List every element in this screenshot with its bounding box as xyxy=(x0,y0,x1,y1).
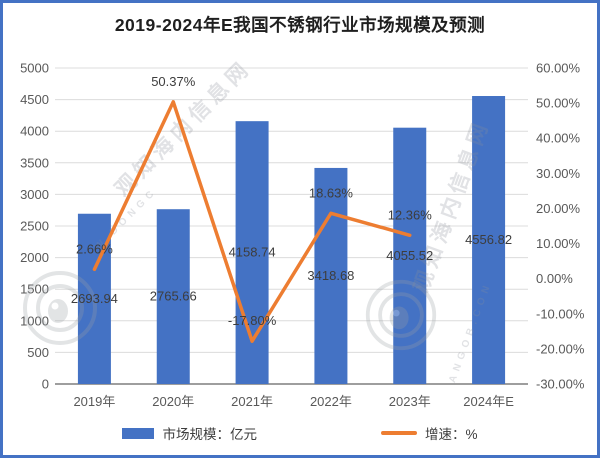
y2-axis-tick-label: 50.00% xyxy=(536,96,581,111)
y2-axis-tick-label: -30.00% xyxy=(536,377,585,392)
growth-value-label: 2.66% xyxy=(76,241,113,256)
x-axis-tick-label: 2020年 xyxy=(152,394,194,409)
watermark-logo xyxy=(23,271,97,345)
legend-line-label: 增速：% xyxy=(424,427,478,442)
bar xyxy=(314,167,348,384)
y-axis-tick-label: 1500 xyxy=(20,282,49,297)
bar xyxy=(472,96,506,385)
growth-value-label: 12.36% xyxy=(388,207,433,222)
y2-axis-tick-label: 40.00% xyxy=(536,131,581,146)
y-axis-tick-label: 4000 xyxy=(20,124,49,139)
growth-line xyxy=(92,100,412,343)
x-axis-tick-label: 2022年 xyxy=(310,394,352,409)
y2-axis-tick-label: 10.00% xyxy=(536,236,581,251)
bar-value-label: 2693.94 xyxy=(71,291,118,306)
legend-bar-swatch xyxy=(122,427,155,439)
x-axis-tick-label: 2021年 xyxy=(231,394,273,409)
y-axis-tick-label: 3000 xyxy=(20,187,49,202)
chart-canvas: 0 500 1000 1500 2000 2500 3000 3500 4000 4500 5000… xyxy=(20,55,585,409)
x-axis-tick-label: 2023年 xyxy=(389,394,431,409)
x-axis-tick-label: 2024年E xyxy=(463,394,514,409)
y-axis-tick-label: 2500 xyxy=(20,219,49,234)
y2-axis-tick-label: 60.00% xyxy=(536,61,581,76)
y2-axis-tick-label: 0.00% xyxy=(536,271,573,286)
legend: 市场规模：亿元 增速：% xyxy=(3,423,597,443)
y-axis-tick-label: 3500 xyxy=(20,155,49,170)
bar xyxy=(393,127,427,385)
bar-value-label: 4158.74 xyxy=(229,245,276,260)
legend-bar-label: 市场规模：亿元 xyxy=(162,427,257,442)
y2-axis-tick-label: 30.00% xyxy=(536,166,581,181)
bar-value-label: 2765.66 xyxy=(150,289,197,304)
y-axis-tick-label: 1000 xyxy=(20,313,49,328)
legend-item-market-size: 市场规模：亿元 xyxy=(122,423,257,443)
y2-axis-tick-label: -20.00% xyxy=(536,341,585,356)
bar-value-label: 4556.82 xyxy=(465,232,512,247)
legend-item-growth: 增速：% xyxy=(380,423,478,443)
y-axis-tick-label: 500 xyxy=(27,345,49,360)
y-axis-tick-label: 4500 xyxy=(20,92,49,107)
watermark-logo xyxy=(365,279,437,351)
growth-value-label: -17.80% xyxy=(228,313,277,328)
growth-value-label: 18.63% xyxy=(309,185,354,200)
legend-line-swatch xyxy=(380,431,417,435)
y-axis-tick-label: 2000 xyxy=(20,250,49,265)
chart-title: 2019-2024年E我国不锈钢行业市场规模及预测 xyxy=(114,15,486,35)
y2-axis-tick-label: -10.00% xyxy=(536,306,585,321)
y-axis-tick-label: 0 xyxy=(42,377,49,392)
y2-axis-tick-label: 20.00% xyxy=(536,201,581,216)
bar-value-label: 4055.52 xyxy=(386,248,433,263)
bar-value-label: 3418.68 xyxy=(307,268,354,283)
bar xyxy=(156,209,190,384)
growth-value-label: 50.37% xyxy=(151,74,196,89)
y-axis-tick-label: 5000 xyxy=(20,61,49,76)
x-axis-tick-label: 2019年 xyxy=(73,394,115,409)
